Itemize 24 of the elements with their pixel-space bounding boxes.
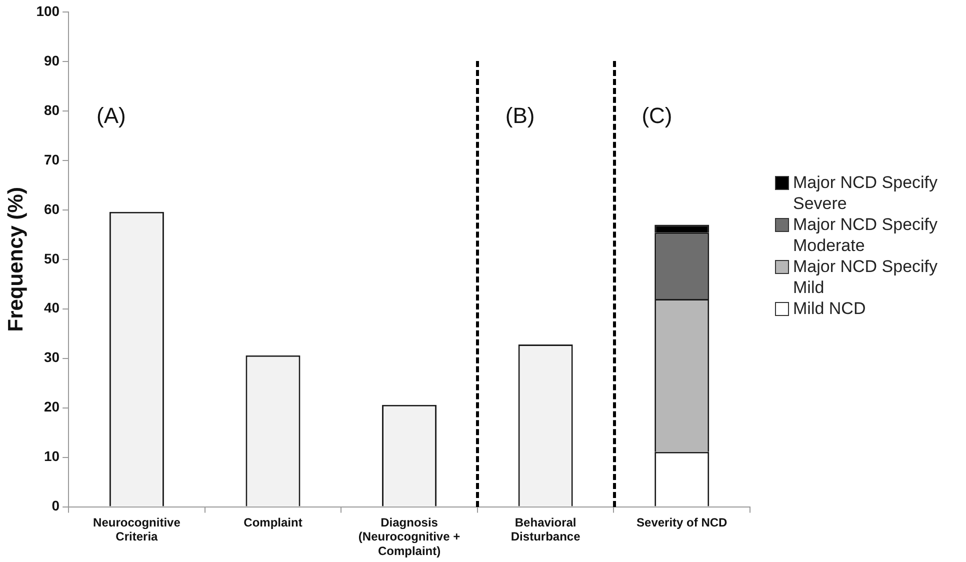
y-tick-label: 10: [44, 448, 60, 464]
y-tick-label: 30: [44, 349, 60, 366]
y-tick-label: 90: [44, 52, 60, 68]
annotation: (C): [642, 103, 672, 130]
x-tick-label: Severity of NCD: [636, 515, 728, 530]
y-tick-label: 0: [52, 498, 60, 514]
legend-label: Major NCD Specify Moderate: [793, 214, 939, 256]
y-tick-label: 50: [44, 250, 60, 266]
annotation: (B): [505, 103, 535, 130]
y-tick-label: 40: [44, 300, 60, 316]
y-tick-label: 100: [36, 2, 60, 19]
x-tick-label: Behavioral Disturbance: [510, 515, 581, 544]
x-tick-label: Diagnosis (Neurocognitive + Complaint): [358, 515, 460, 558]
annotation: (A): [96, 103, 126, 130]
legend-label: Major NCD Specify Severe: [793, 172, 939, 214]
text: Mild NCD: [793, 298, 866, 319]
x-tick-label: Complaint: [244, 515, 302, 530]
legend-label: Major NCD Specify Mild: [793, 256, 939, 298]
y-tick-label: 60: [44, 200, 60, 217]
x-tick-label: Neurocognitive Criteria: [93, 515, 181, 544]
y-axis-title: Frequency (%): [4, 187, 28, 332]
y-tick-label: 20: [44, 398, 60, 415]
y-tick-label: 80: [44, 102, 60, 118]
y-tick-label: 70: [44, 151, 60, 168]
